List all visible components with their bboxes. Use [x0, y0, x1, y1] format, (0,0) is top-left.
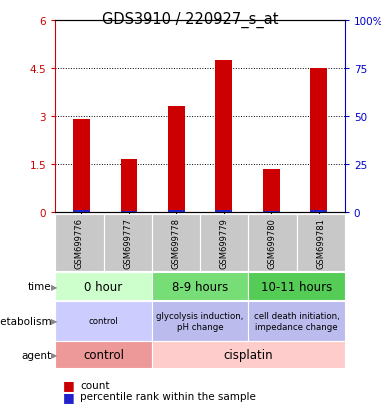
- Bar: [311, 211, 327, 213]
- Text: ■: ■: [63, 378, 75, 392]
- Bar: [73, 211, 90, 213]
- Text: GSM699778: GSM699778: [171, 218, 180, 269]
- Text: GSM699777: GSM699777: [123, 218, 132, 269]
- Bar: [311, 69, 327, 213]
- Text: time: time: [28, 282, 51, 292]
- Text: GSM699779: GSM699779: [220, 218, 229, 268]
- Text: GSM699776: GSM699776: [75, 218, 84, 269]
- Text: control: control: [89, 317, 118, 325]
- Text: 8-9 hours: 8-9 hours: [172, 280, 228, 293]
- Bar: [120, 160, 137, 213]
- Bar: [215, 61, 232, 213]
- Text: cisplatin: cisplatin: [224, 349, 273, 361]
- Bar: [73, 120, 90, 213]
- Bar: [263, 169, 280, 213]
- Text: count: count: [80, 380, 109, 390]
- Text: glycolysis induction,
pH change: glycolysis induction, pH change: [156, 311, 244, 331]
- Text: GSM699780: GSM699780: [268, 218, 277, 268]
- Text: ▶: ▶: [51, 317, 58, 325]
- Text: 0 hour: 0 hour: [84, 280, 123, 293]
- Bar: [120, 211, 137, 213]
- Bar: [168, 107, 185, 213]
- Text: ▶: ▶: [51, 351, 58, 359]
- Text: GDS3910 / 220927_s_at: GDS3910 / 220927_s_at: [102, 12, 279, 28]
- Text: metabolism: metabolism: [0, 316, 51, 326]
- Text: GSM699781: GSM699781: [316, 218, 325, 268]
- Bar: [263, 211, 280, 213]
- Text: ■: ■: [63, 390, 75, 403]
- Text: control: control: [83, 349, 124, 361]
- Text: agent: agent: [21, 350, 51, 360]
- Text: cell death initiation,
impedance change: cell death initiation, impedance change: [254, 311, 339, 331]
- Text: ▶: ▶: [51, 282, 58, 291]
- Text: 10-11 hours: 10-11 hours: [261, 280, 332, 293]
- Bar: [168, 211, 185, 213]
- Text: percentile rank within the sample: percentile rank within the sample: [80, 392, 256, 401]
- Bar: [215, 210, 232, 213]
